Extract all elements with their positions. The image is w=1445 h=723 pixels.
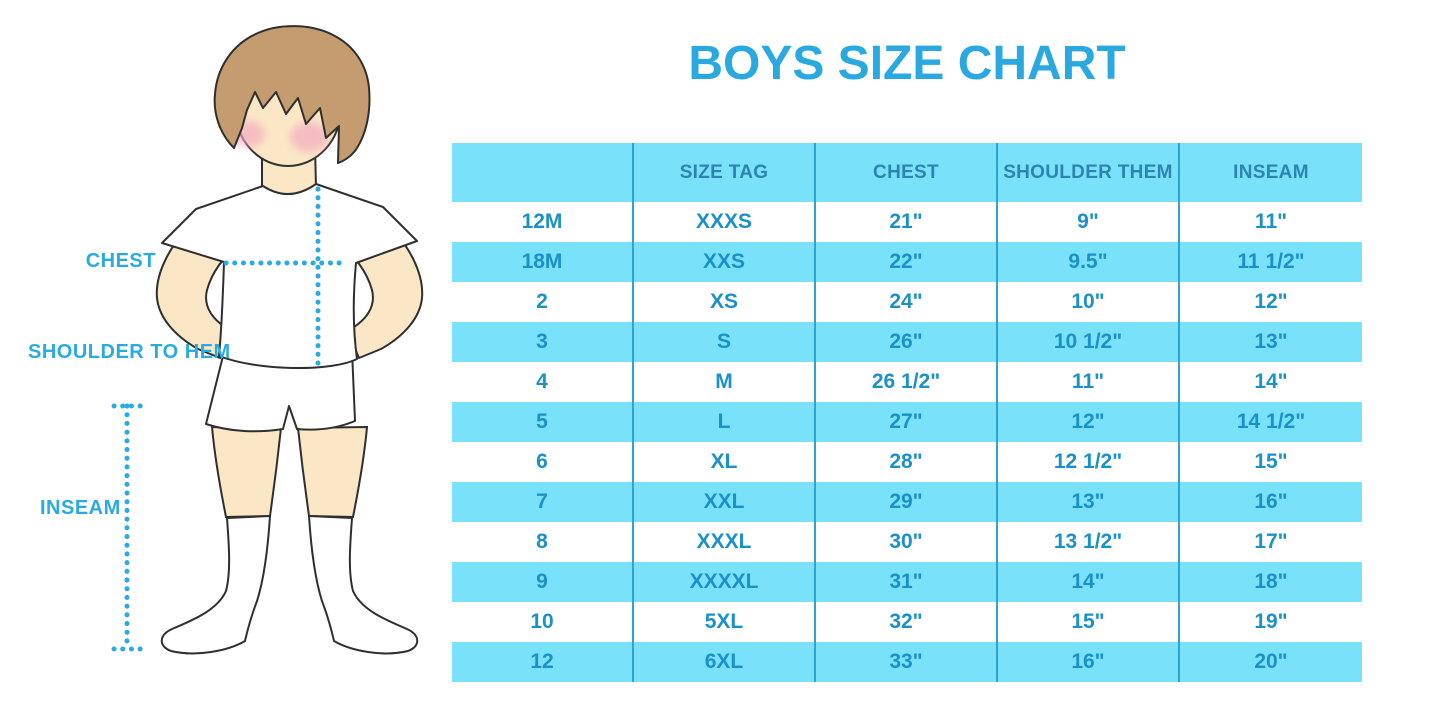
table-cell: XXXS — [634, 202, 816, 242]
figure-tshirt — [161, 183, 418, 369]
boy-figure-illustration — [111, 25, 424, 655]
table-cell: 16" — [998, 642, 1180, 682]
table-cell: 15" — [1254, 450, 1288, 473]
table-cell: 13" — [998, 482, 1180, 522]
table-cell: 24" — [816, 282, 998, 322]
table-cell: 13" — [1254, 330, 1288, 353]
table-row: 18M XXS 22" 9.5" 11 1/2" — [452, 242, 1362, 282]
table-cell: XXXXL — [634, 562, 816, 602]
table-cell: 17" — [1254, 530, 1288, 553]
table-cell: XS — [634, 282, 816, 322]
table-cell: 4 — [452, 362, 634, 402]
table-cell: 16" — [1254, 490, 1288, 513]
table-row: 3 S 26" 10 1/2" 13" — [452, 322, 1362, 362]
table-cell: 10 1/2" — [998, 322, 1180, 362]
table-cell: S — [634, 322, 816, 362]
table-cell: 14 1/2" — [1236, 410, 1306, 433]
table-cell: 9 — [452, 562, 634, 602]
table-row: 8 XXXL 30" 13 1/2" 17" — [452, 522, 1362, 562]
table-cell: 11 1/2" — [1237, 250, 1305, 273]
table-cell: 18" — [1254, 570, 1288, 593]
table-cell: XXL — [634, 482, 816, 522]
table-cell: 26 1/2" — [816, 362, 998, 402]
table-cell: 12" — [998, 402, 1180, 442]
table-cell: 10" — [998, 282, 1180, 322]
figure-sock-right — [308, 515, 419, 655]
table-cell: M — [634, 362, 816, 402]
table-cell: 14" — [998, 562, 1180, 602]
table-row: 2 XS 24" 10" 12" — [452, 282, 1362, 322]
table-cell: 21" — [816, 202, 998, 242]
table-cell: XXXL — [634, 522, 816, 562]
table-cell: 18M — [452, 242, 634, 282]
page-title: BOYS SIZE CHART — [688, 37, 1126, 90]
table-cell: 12 — [452, 642, 634, 682]
shoulder-to-hem-label: SHOULDER TO HEM — [28, 341, 231, 363]
table-cell: 29" — [816, 482, 998, 522]
table-cell: 28" — [816, 442, 998, 482]
figure-cheek-right — [290, 122, 328, 152]
table-row: 5 L 27" 12" 14 1/2" — [452, 402, 1362, 442]
table-cell: XL — [634, 442, 816, 482]
table-cell: 12 1/2" — [998, 442, 1180, 482]
chest-label: CHEST — [85, 250, 156, 272]
figure-sock-left — [160, 515, 271, 655]
table-row: 10 5XL 32" 15" 19" — [452, 602, 1362, 642]
table-cell: 5XL — [634, 602, 816, 642]
figure-leg-right — [296, 425, 369, 519]
table-row: 7 XXL 29" 13" 16" — [452, 482, 1362, 522]
table-cell: 26" — [816, 322, 998, 362]
table-cell: 33" — [816, 642, 998, 682]
table-cell: XXS — [634, 242, 816, 282]
table-cell: 12M — [452, 202, 634, 242]
table-row: 12 6XL 33" 16" 20" — [452, 642, 1362, 682]
figure-shorts — [205, 349, 356, 433]
header-cell: CHEST — [816, 143, 998, 202]
table-row: 12M XXXS 21" 9" 11" — [452, 202, 1362, 242]
header-cell — [452, 143, 634, 202]
table-header-row: SIZE TAG CHEST SHOULDER THEM INSEAM — [452, 143, 1362, 202]
header-cell: SIZE TAG — [634, 143, 816, 202]
table-cell: 11" — [998, 362, 1180, 402]
table-cell: 12" — [1254, 290, 1288, 313]
table-cell: 19" — [1254, 610, 1288, 633]
table-row: 6 XL 28" 12 1/2" 15" — [452, 442, 1362, 482]
table-cell: 27" — [816, 402, 998, 442]
table-cell: 32" — [816, 602, 998, 642]
table-cell: 15" — [998, 602, 1180, 642]
table-cell: 22" — [816, 242, 998, 282]
table-cell: 11" — [1254, 210, 1288, 233]
table-row: 4 M 26 1/2" 11" 14" — [452, 362, 1362, 402]
table-cell: 30" — [816, 522, 998, 562]
size-table: SIZE TAG CHEST SHOULDER THEM INSEAM 12M XXXS 2… — [452, 143, 1362, 682]
table-cell: 10 — [452, 602, 634, 642]
table-cell: 13 1/2" — [998, 522, 1180, 562]
table-cell: 6 — [452, 442, 634, 482]
table-cell: L — [634, 402, 816, 442]
table-cell: 3 — [452, 322, 634, 362]
table-cell: 9" — [998, 202, 1180, 242]
table-cell: 20" — [1254, 650, 1288, 673]
table-cell: 14" — [1254, 370, 1288, 393]
table-cell: 2 — [452, 282, 634, 322]
table-cell: 8 — [452, 522, 634, 562]
table-cell: 6XL — [634, 642, 816, 682]
table-cell: 31" — [816, 562, 998, 602]
figure-leg-left — [210, 425, 283, 519]
table-cell: 5 — [452, 402, 634, 442]
header-cell: SHOULDER THEM — [998, 143, 1180, 202]
table-row: 9 XXXXL 31" 14" 18" — [452, 562, 1362, 602]
inseam-label: INSEAM — [40, 497, 121, 519]
figure-hair — [213, 25, 371, 164]
header-cell: INSEAM — [1233, 161, 1309, 183]
table-cell: 7 — [452, 482, 634, 522]
table-cell: 9.5" — [998, 242, 1180, 282]
